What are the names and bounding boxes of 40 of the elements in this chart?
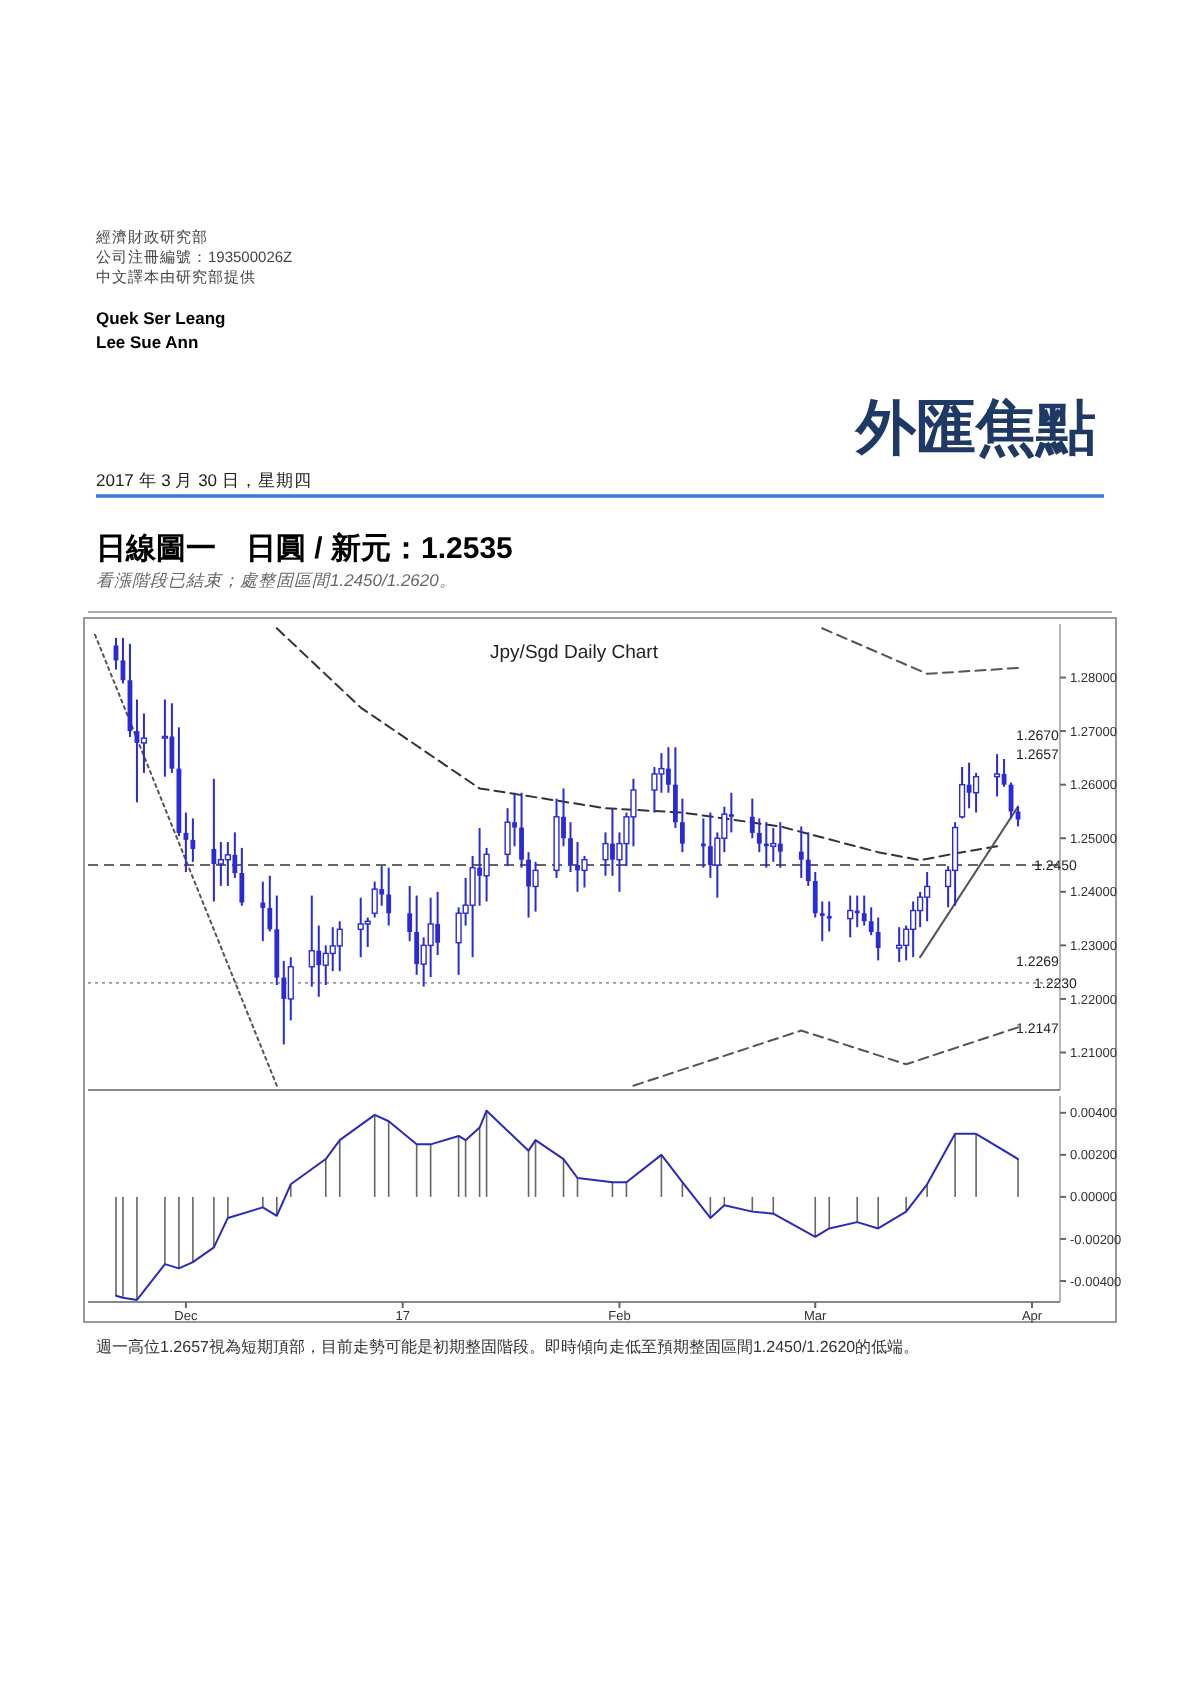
annotation: Jpy/Sgd Daily Chart xyxy=(490,642,659,664)
line-series xyxy=(114,1109,1020,1301)
candlestick xyxy=(924,871,931,923)
candlestick xyxy=(1015,805,1021,828)
candlestick xyxy=(435,890,441,957)
candlestick xyxy=(770,827,777,863)
candlestick xyxy=(896,926,903,963)
candlestick xyxy=(861,894,867,927)
line-series xyxy=(632,1026,1020,1087)
candlestick xyxy=(798,825,804,879)
candlestick xyxy=(336,920,343,973)
text: 週一高位1.2657視為短期頂部，目前走勢可能是初期整固階段。即時傾向走低至預期整固區間1.2450/1.2620的低端。 xyxy=(96,1338,920,1356)
candlestick xyxy=(777,821,783,869)
candlestick xyxy=(826,900,832,933)
candlestick xyxy=(386,866,392,927)
candlestick xyxy=(610,807,615,877)
candlestick xyxy=(316,924,322,998)
chart-subtitle: 看漲階段已結束；處整固區間1.2450/1.2620。 xyxy=(96,570,457,590)
candlestick xyxy=(414,894,420,976)
chart-title: 日線圖一 日圓 / 新元：1.2535 xyxy=(96,530,513,566)
candlestick xyxy=(952,821,959,907)
candlestick xyxy=(260,880,266,943)
candlestick xyxy=(477,827,482,907)
candlestick xyxy=(993,753,1001,798)
candlestick xyxy=(161,698,169,778)
candlestick xyxy=(875,916,881,962)
candlestick xyxy=(847,894,854,939)
candlestick xyxy=(910,900,917,959)
text: 2017 年 3 月 30 日，星期四 xyxy=(96,470,312,490)
candlestick xyxy=(959,766,966,820)
candlestick xyxy=(357,896,364,959)
candlestick xyxy=(972,771,980,814)
text: 外匯焦點 xyxy=(854,396,1096,462)
candlestick xyxy=(707,811,713,879)
text: Lee Sue Ann xyxy=(96,332,199,352)
candlestick xyxy=(379,865,385,907)
candlestick xyxy=(728,791,734,834)
candlestick xyxy=(532,860,539,913)
candlestick xyxy=(211,777,217,903)
text: Quek Ser Leang xyxy=(96,308,226,328)
